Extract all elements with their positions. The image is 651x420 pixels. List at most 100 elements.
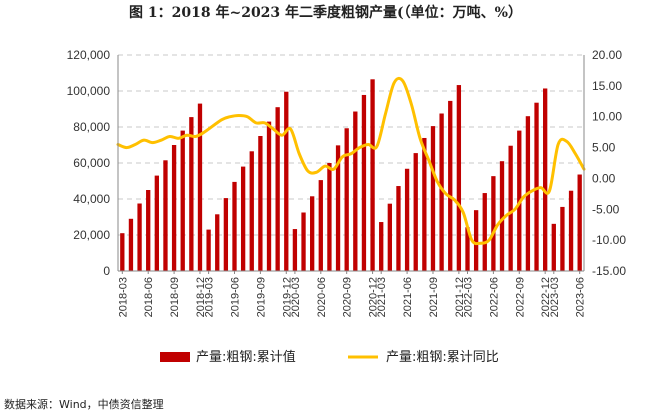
bar xyxy=(154,175,159,271)
bar xyxy=(171,145,177,271)
left-tick-label: 100,000 xyxy=(67,84,111,98)
bar xyxy=(292,229,298,271)
bar xyxy=(404,168,410,271)
bar xyxy=(206,229,211,271)
right-tick-label: 15.00 xyxy=(592,79,622,93)
x-tick-label: 2019-09 xyxy=(255,277,267,317)
bar xyxy=(258,136,263,271)
right-tick-label: 20.00 xyxy=(592,48,622,62)
bar xyxy=(465,227,470,271)
bar xyxy=(568,190,574,271)
bar xyxy=(240,166,246,271)
x-tick-label: 2019-06 xyxy=(230,277,242,317)
bar xyxy=(396,186,401,271)
x-tick-label: 2018-12 xyxy=(195,277,207,317)
bar xyxy=(128,218,134,271)
x-tick-label: 2023-06 xyxy=(575,277,587,317)
x-tick-label: 2022-09 xyxy=(514,277,526,317)
bar xyxy=(120,233,125,271)
bar xyxy=(163,160,168,271)
bar-series xyxy=(120,79,582,272)
axes xyxy=(117,55,585,272)
x-tick-label: 2022-12 xyxy=(540,277,552,317)
bar xyxy=(249,151,254,271)
legend-label-line: 产量:粗钢:累计同比 xyxy=(386,350,499,365)
legend-swatch-bar xyxy=(160,352,190,362)
left-tick-label: 40,000 xyxy=(73,192,110,206)
right-tick-label: 0.00 xyxy=(592,171,616,185)
bar xyxy=(560,206,565,271)
chart-title: 图 1：2018 年~2023 年二季度粗钢产量(（单位：万吨、%） xyxy=(129,5,522,21)
bar xyxy=(197,103,203,271)
bar xyxy=(439,113,444,271)
bar xyxy=(335,145,341,271)
bar xyxy=(284,91,289,271)
bar xyxy=(448,100,453,272)
right-axis-ticks: -15.00 -10.00 -5.00 0.00 5.00 10.00 15.00 20.00 xyxy=(592,48,626,278)
legend-label-bar: 产量:粗钢:累计值 xyxy=(196,349,296,365)
bar xyxy=(310,196,315,271)
bar xyxy=(318,180,323,271)
x-tick-label: 2020-06 xyxy=(316,277,328,317)
bar xyxy=(344,128,349,271)
bar xyxy=(223,198,229,271)
right-tick-label: -10.00 xyxy=(592,233,626,247)
bar xyxy=(137,203,142,271)
x-tick-label: 2022-03 xyxy=(463,277,475,317)
bar xyxy=(361,94,367,272)
x-tick-label: 2023-03 xyxy=(549,277,561,317)
bar xyxy=(482,193,487,271)
bar xyxy=(491,176,496,271)
left-tick-label: 60,000 xyxy=(73,156,110,170)
left-tick-label: 120,000 xyxy=(67,48,111,62)
bar xyxy=(413,153,418,271)
bar xyxy=(266,121,272,271)
left-tick-label: 80,000 xyxy=(73,120,110,134)
x-tick-label: 2020-03 xyxy=(290,277,302,317)
bar xyxy=(551,223,556,271)
right-tick-label: -15.00 xyxy=(592,264,626,278)
gridlines xyxy=(118,54,584,236)
line-series xyxy=(116,76,586,246)
bar xyxy=(215,214,220,271)
left-tick-label: 20,000 xyxy=(73,228,110,242)
x-tick-label: 2019-12 xyxy=(281,277,293,317)
bar xyxy=(353,111,358,272)
bar xyxy=(422,137,427,271)
bar xyxy=(189,117,194,271)
x-tick-label: 2019-03 xyxy=(204,277,216,317)
bar xyxy=(508,145,513,271)
bar xyxy=(232,181,237,271)
right-tick-label: 10.00 xyxy=(592,110,622,124)
x-tick-label: 2018-06 xyxy=(143,277,155,317)
bar xyxy=(534,102,539,271)
source-note: 数据来源：Wind，中债资信整理 xyxy=(4,398,164,411)
line-growth-rate xyxy=(116,76,586,246)
bar xyxy=(180,130,185,271)
bar xyxy=(543,88,548,271)
x-tick-label: 2022-06 xyxy=(488,277,500,317)
bar xyxy=(499,161,505,271)
bar xyxy=(379,222,384,271)
x-tick-label: 2020-12 xyxy=(368,277,380,317)
bar xyxy=(301,212,306,271)
bar xyxy=(370,79,375,271)
x-tick-label: 2020-09 xyxy=(342,277,354,317)
left-tick-label: 0 xyxy=(103,264,110,278)
x-tick-label: 2018-09 xyxy=(169,277,181,317)
left-axis-ticks: 0 20,000 40,000 60,000 80,000 100,000 120,000 xyxy=(67,48,111,278)
x-tick-label: 2021-12 xyxy=(454,277,466,317)
legend: 产量:粗钢:累计值 产量:粗钢:累计同比 xyxy=(160,349,499,365)
bar xyxy=(456,85,462,271)
bar xyxy=(275,107,280,271)
x-tick-label: 2021-09 xyxy=(428,277,440,317)
bar xyxy=(577,174,582,271)
bar xyxy=(473,210,479,271)
bar xyxy=(327,163,332,271)
x-tick-label: 2021-03 xyxy=(376,277,388,317)
x-tick-label: 2021-06 xyxy=(402,277,414,317)
bar xyxy=(430,126,436,271)
bar xyxy=(146,190,151,271)
